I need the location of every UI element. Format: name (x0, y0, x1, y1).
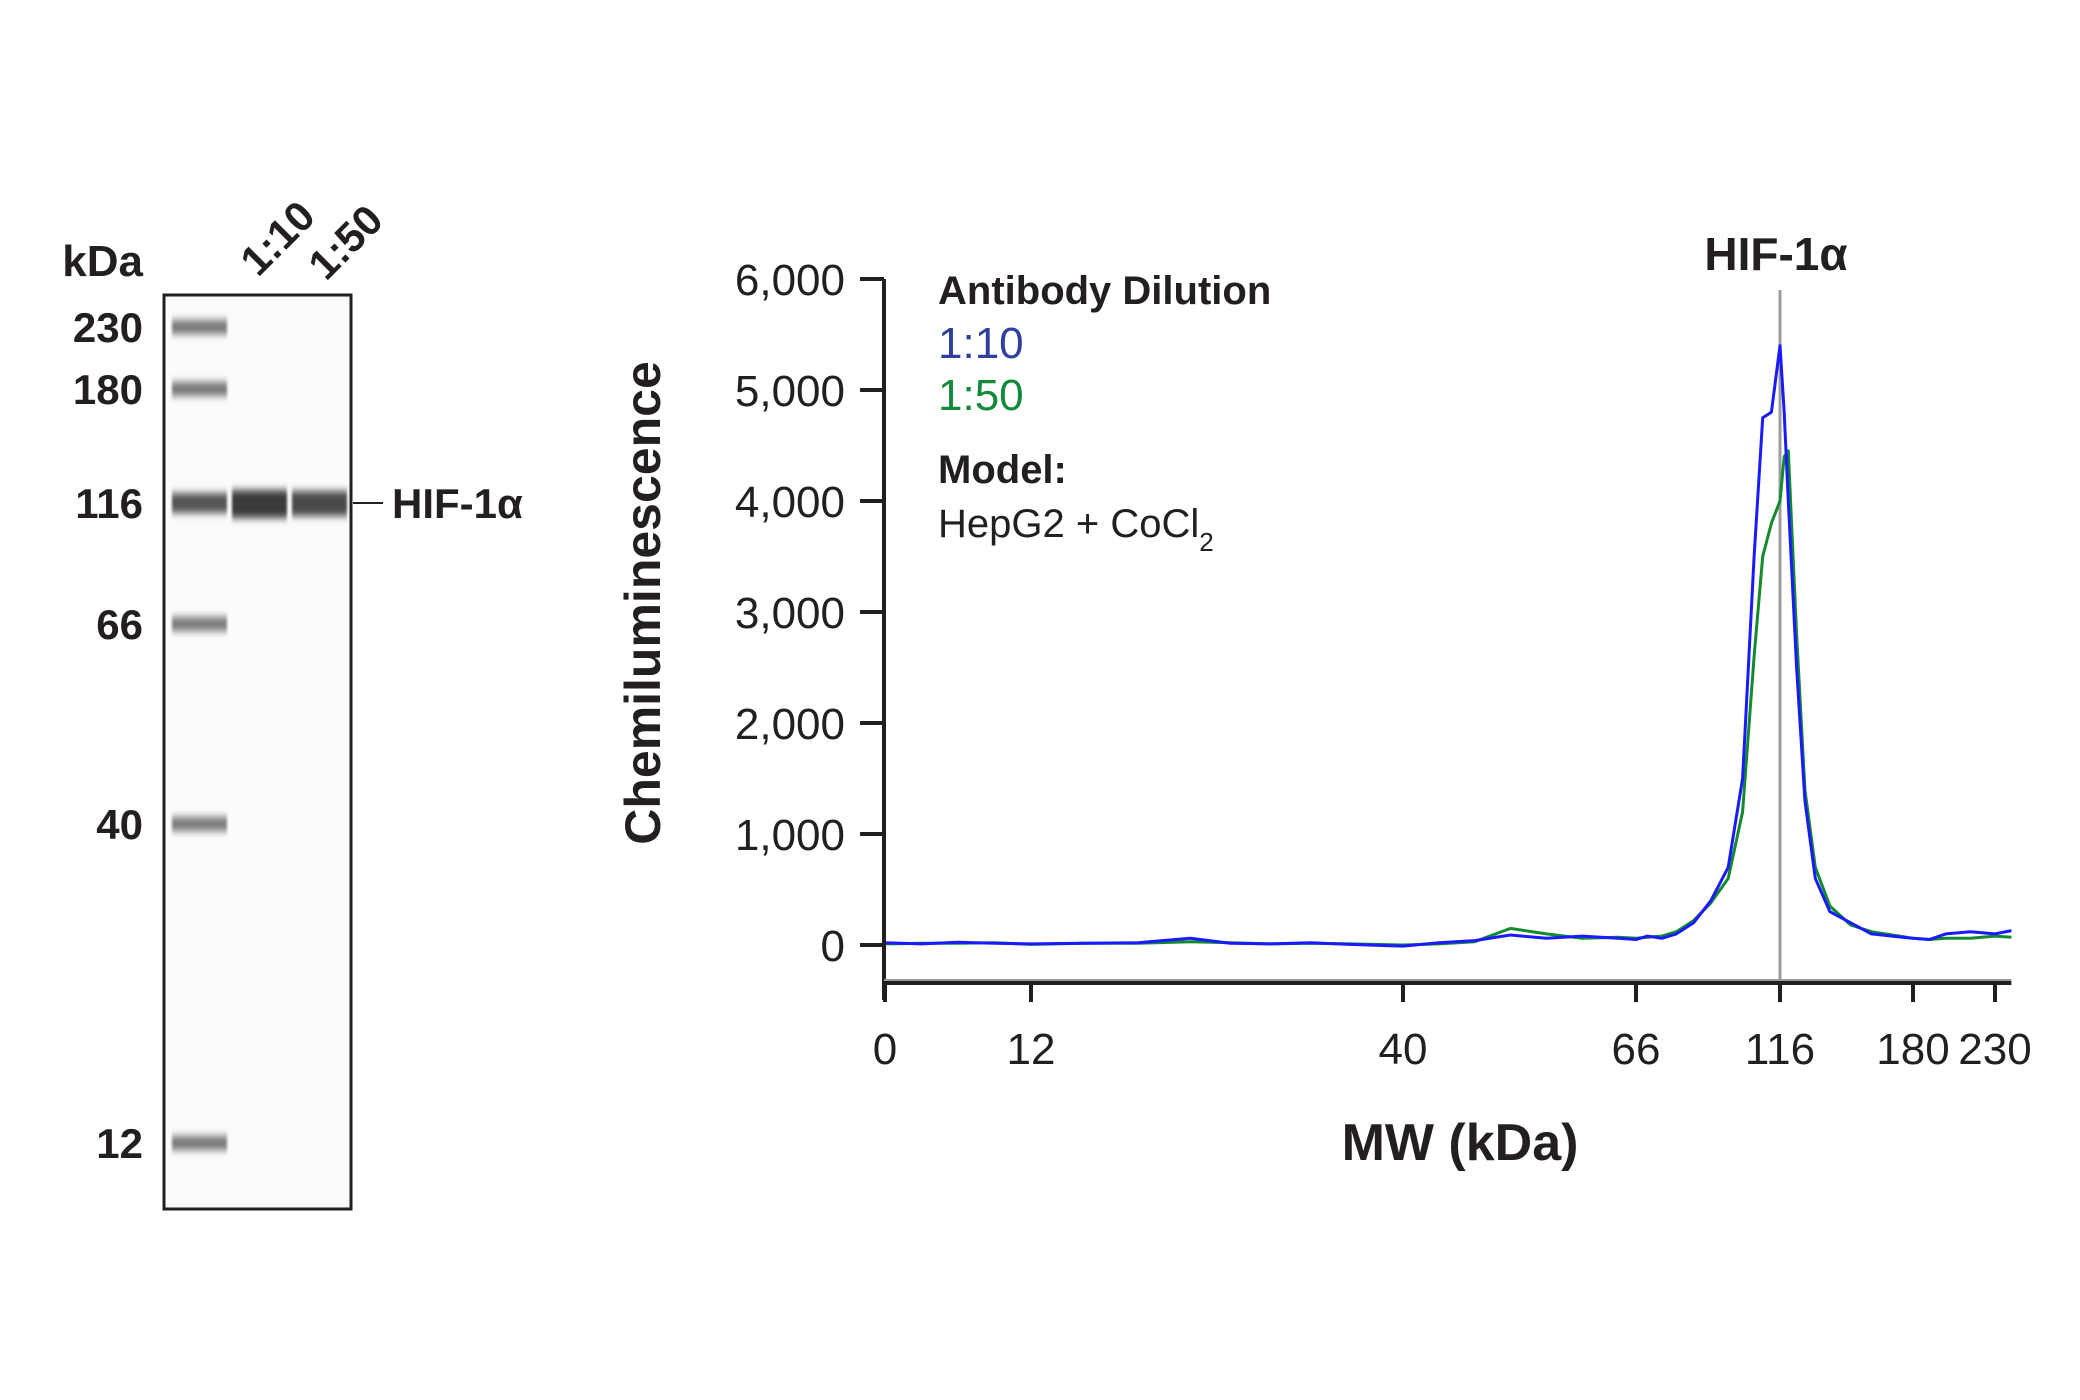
marker-labels: 230 180 116 66 40 12 (73, 304, 143, 1167)
chart-title: HIF-1α (1704, 228, 1847, 280)
y-tick-label: 2,000 (735, 700, 845, 749)
chart-panel: HIF-1α Chemiluminescence MW (kDa) Antibo… (615, 228, 2032, 1172)
marker-label: 116 (75, 480, 143, 527)
legend-entry-2: 1:50 (938, 371, 1024, 420)
bands (172, 320, 347, 1150)
lane-label-2: 1:50 (299, 196, 392, 289)
y-tick-label: 3,000 (735, 589, 845, 638)
sample-band-1-50 (292, 491, 347, 516)
ladder-band (172, 817, 227, 831)
band-label: HIF-1α (392, 480, 523, 527)
lane-label-1: 1:10 (231, 192, 324, 285)
x-tick-label: 116 (1745, 1025, 1815, 1074)
y-tick-label: 0 (821, 922, 845, 971)
ladder-band (172, 617, 227, 631)
marker-label: 12 (96, 1120, 143, 1167)
model-title: Model: (938, 448, 1067, 492)
ladder-band (172, 493, 227, 513)
legend-entry-1: 1:10 (938, 319, 1024, 368)
model-subscript: 2 (1199, 527, 1213, 557)
y-tick-label: 1,000 (735, 811, 845, 860)
x-tick-label: 0 (873, 1025, 897, 1074)
y-tick-label: 4,000 (735, 478, 845, 527)
ladder-band (172, 382, 227, 396)
x-tick-label: 40 (1379, 1025, 1428, 1074)
x-axis-label: MW (kDa) (1342, 1114, 1579, 1172)
y-tick-label: 5,000 (735, 367, 845, 416)
legend-title: Antibody Dilution (938, 269, 1271, 313)
y-tick-label: 6,000 (735, 256, 845, 305)
y-axis-label: Chemiluminescence (615, 361, 671, 845)
ladder-band (172, 1136, 227, 1150)
series-line-1-10 (884, 344, 2012, 948)
blot-panel: kDa 1:10 1:50 230 180 116 66 40 12 HIF-1α (62, 192, 523, 1211)
x-tick-label: 66 (1612, 1025, 1661, 1074)
x-tick-label: 180 (1876, 1025, 1949, 1074)
series-lines (884, 344, 2012, 948)
kda-label: kDa (62, 237, 143, 286)
blot-frame (162, 293, 353, 1211)
sample-band-1-10 (232, 490, 287, 518)
x-tick-label: 230 (1958, 1025, 2031, 1074)
x-tick-label: 12 (1007, 1025, 1056, 1074)
axes: 0 1,000 2,000 3,000 4,000 5,000 6,000 0 12 40 66 11… (735, 256, 2032, 1074)
marker-label: 230 (73, 304, 143, 351)
marker-label: 66 (96, 601, 143, 648)
model-text: HepG2 + CoCl2 (938, 502, 1214, 557)
marker-label: 40 (96, 801, 143, 848)
marker-label: 180 (73, 366, 143, 413)
ladder-band (172, 320, 227, 334)
